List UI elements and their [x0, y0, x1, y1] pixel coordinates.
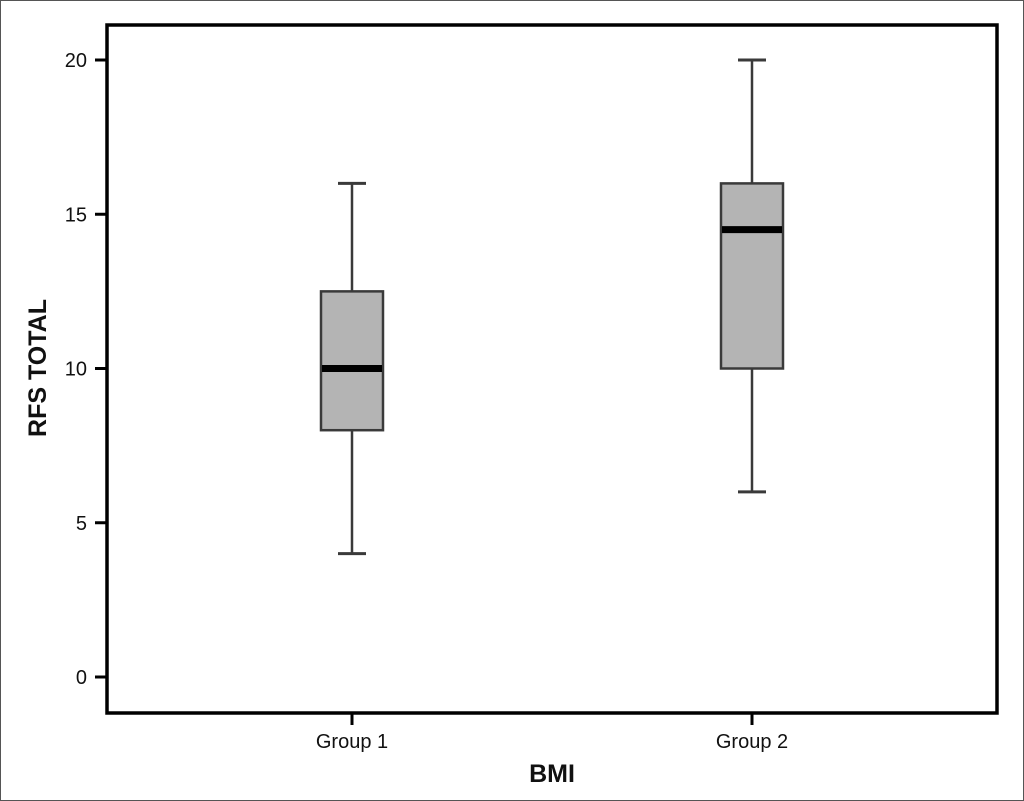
box-group-1 — [319, 181, 385, 556]
y-tick-label: 15 — [65, 204, 87, 226]
x-axis-title: BMI — [529, 760, 575, 788]
x-tick-label: Group 1 — [316, 731, 388, 753]
x-tick-label: Group 2 — [716, 731, 788, 753]
y-axis: 0 5 10 15 20 — [65, 50, 107, 689]
boxes-layer — [319, 58, 785, 556]
y-tick-label: 20 — [65, 50, 87, 72]
interquartile-box — [719, 182, 785, 370]
plot-area-frame — [105, 23, 999, 715]
y-tick-label: 0 — [76, 667, 87, 689]
box-group-2 — [719, 58, 785, 494]
x-axis: Group 1 Group 2 — [316, 713, 788, 753]
interquartile-box — [319, 290, 385, 432]
y-tick-label: 5 — [76, 513, 87, 535]
y-axis-title: RFS TOTAL — [24, 299, 52, 437]
y-tick-label: 10 — [65, 359, 87, 381]
